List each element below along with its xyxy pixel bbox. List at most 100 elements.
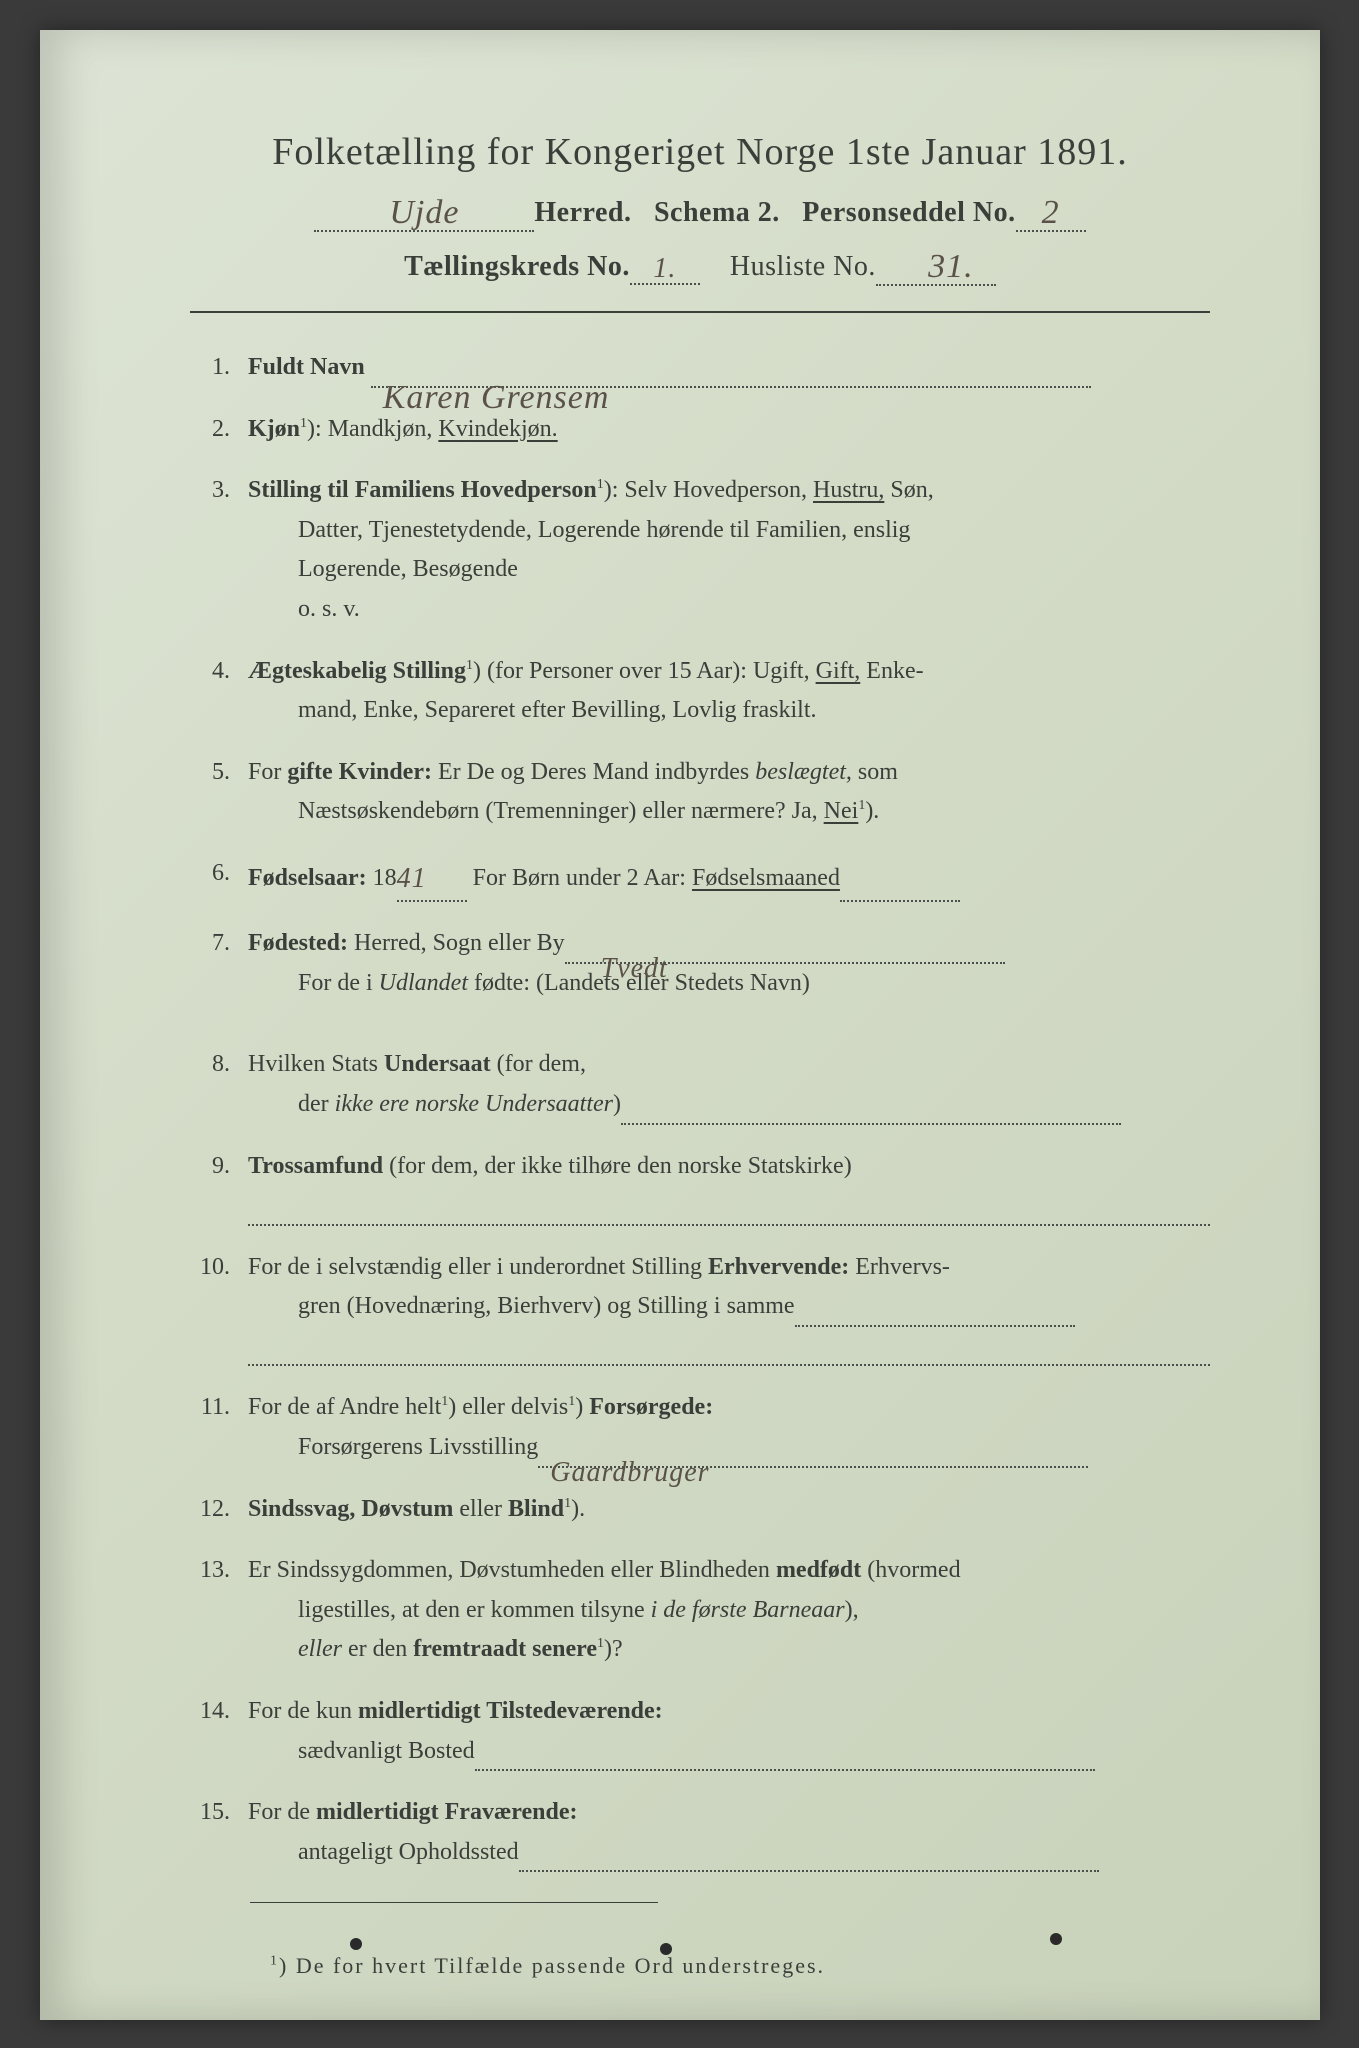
- italic-text: ikke ere norske Undersaatter: [335, 1091, 613, 1117]
- line-text: Forsørgerens Livsstilling: [298, 1434, 538, 1460]
- line-text: antageligt Opholdssted: [298, 1839, 519, 1865]
- italic-text: eller: [298, 1636, 342, 1662]
- item-number: 12.: [190, 1490, 248, 1530]
- option-selected: Kvindekjøn.: [438, 416, 557, 442]
- husliste-field: 31.: [876, 246, 996, 286]
- blank-line: [248, 1206, 1210, 1226]
- item-body: For de midlertidigt Fraværende: antageli…: [248, 1793, 1210, 1872]
- italic-text: beslægtet,: [755, 759, 852, 785]
- pre-text: For de: [248, 1799, 316, 1825]
- continuation-line: der ikke ere norske Undersaatter): [248, 1085, 1210, 1125]
- name-handwritten: Karen Grensem: [383, 379, 610, 416]
- label-sindssvag: Sindssvag, Døvstum: [248, 1496, 453, 1522]
- blank-field: [621, 1105, 1121, 1125]
- item-7: 7. Fødested: Herred, Sogn eller By Tvedt…: [190, 924, 1210, 1003]
- sup: 1: [466, 658, 473, 673]
- post-text: ): [575, 1394, 589, 1420]
- item-body: Fuldt Navn Karen Grensem: [248, 348, 1210, 388]
- blank-field: [519, 1852, 1099, 1872]
- option-text: Selv Hovedperson,: [624, 477, 813, 503]
- label-aegteskab: Ægteskabelig Stilling: [248, 658, 466, 684]
- option-text: Mandkjøn,: [328, 416, 439, 442]
- post-text: )?: [604, 1636, 623, 1662]
- aside-text: (for Personer over 15 Aar): Ugift,: [481, 658, 816, 684]
- label-gifte-kvinder: gifte Kvinder:: [287, 759, 432, 785]
- sup: 1: [597, 1636, 604, 1651]
- option-selected: Gift,: [816, 658, 861, 684]
- personseddel-label: Personseddel No.: [802, 197, 1015, 228]
- label-forsorgede: Forsørgede:: [589, 1394, 713, 1420]
- label-stilling: Stilling til Familiens Hovedperson: [248, 477, 597, 503]
- continuation-line: o. s. v.: [248, 590, 1210, 630]
- item-number: 8.: [190, 1045, 248, 1124]
- pre-text: Er Sindssygdommen, Døvstumheden eller Bl…: [248, 1557, 776, 1583]
- pre-text: For de kun: [248, 1698, 358, 1724]
- herred-handwritten: Ujde: [389, 194, 459, 231]
- pre-text: For de af Andre helt: [248, 1394, 441, 1420]
- blank-field: [475, 1751, 1095, 1771]
- item-number: 2.: [190, 410, 248, 450]
- schema-label: Schema 2.: [654, 197, 780, 228]
- option-selected: Hustru,: [813, 477, 884, 503]
- item-number: 15.: [190, 1793, 248, 1872]
- livsstilling-handwritten: Gaardbruger: [550, 1457, 709, 1488]
- kreds-field: 1.: [630, 251, 700, 285]
- continuation-line: antageligt Opholdssted: [248, 1833, 1210, 1873]
- year-prefix: 18: [367, 865, 397, 891]
- label-trossamfund: Trossamfund: [248, 1153, 383, 1179]
- month-field: [840, 882, 960, 902]
- option-text: Enke-: [860, 658, 923, 684]
- header-row-2: Tællingskreds No. 1. Husliste No. 31.: [190, 246, 1210, 286]
- item-body: Stilling til Familiens Hovedperson1): Se…: [248, 471, 1210, 629]
- item-5: 5. For gifte Kvinder: Er De og Deres Man…: [190, 753, 1210, 832]
- label-erhvervende: Erhvervende:: [708, 1254, 849, 1280]
- rest-text: (for dem,: [491, 1051, 586, 1077]
- item-11: 11. For de af Andre helt1) eller delvis1…: [190, 1388, 1210, 1467]
- item-body: For de i selvstændig eller i underordnet…: [248, 1248, 1210, 1367]
- ink-dot: [1050, 1933, 1062, 1945]
- line-text: ),: [845, 1597, 859, 1623]
- item-number: 10.: [190, 1248, 248, 1367]
- personseddel-no: 2: [1042, 194, 1060, 231]
- rest-text: Er De og Deres Mand indbyrdes: [432, 759, 755, 785]
- underlined-text: Fødselsmaaned: [692, 865, 840, 891]
- form-header: Folketælling for Kongeriget Norge 1ste J…: [190, 130, 1210, 286]
- rest-text: Herred, Sogn eller By: [348, 930, 565, 956]
- continuation-line: gren (Hovednæring, Bierhverv) og Stillin…: [248, 1287, 1210, 1327]
- item-12: 12. Sindssvag, Døvstum eller Blind1).: [190, 1490, 1210, 1530]
- item-number: 4.: [190, 652, 248, 731]
- item-body: Sindssvag, Døvstum eller Blind1).: [248, 1490, 1210, 1530]
- place-handwritten: Tvedt: [601, 953, 668, 984]
- item-number: 6.: [190, 854, 248, 902]
- item-number: 13.: [190, 1551, 248, 1670]
- rest-text: For Børn under 2 Aar:: [467, 865, 692, 891]
- kreds-label: Tællingskreds No.: [404, 251, 630, 282]
- footnote-text: ) De for hvert Tilfælde passende Ord und…: [279, 1953, 825, 1978]
- continuation-line: ligestilles, at den er kommen tilsyne i …: [248, 1591, 1210, 1631]
- item-number: 14.: [190, 1692, 248, 1771]
- continuation-line: sædvanligt Bosted: [248, 1732, 1210, 1772]
- option-selected: Nei: [824, 798, 859, 824]
- item-14: 14. For de kun midlertidigt Tilstedevære…: [190, 1692, 1210, 1771]
- italic-text: i de første Barneaar: [651, 1597, 845, 1623]
- form-title: Folketælling for Kongeriget Norge 1ste J…: [190, 130, 1210, 174]
- husliste-label: Husliste No.: [730, 251, 876, 282]
- blank-field: [795, 1307, 1075, 1327]
- rest-text: eller: [453, 1496, 508, 1522]
- item-9: 9. Trossamfund (for dem, der ikke tilhør…: [190, 1147, 1210, 1226]
- label-fodselsaar: Fødselsaar:: [248, 865, 367, 891]
- continuation-line: Logerende, Besøgende: [248, 550, 1210, 590]
- label-kjon: Kjøn: [248, 416, 300, 442]
- item-number: 3.: [190, 471, 248, 629]
- footnote: 1) De for hvert Tilfælde passende Ord un…: [190, 1953, 1210, 1979]
- line-text: ligestilles, at den er kommen tilsyne: [298, 1597, 651, 1623]
- item-8: 8. Hvilken Stats Undersaat (for dem, der…: [190, 1045, 1210, 1124]
- item-13: 13. Er Sindssygdommen, Døvstumheden elle…: [190, 1551, 1210, 1670]
- bold-text: fremtraadt senere: [413, 1636, 597, 1662]
- kreds-no: 1.: [653, 253, 676, 284]
- continuation-line: Forsørgerens Livsstilling Gaardbruger: [248, 1428, 1210, 1468]
- item-body: For gifte Kvinder: Er De og Deres Mand i…: [248, 753, 1210, 832]
- item-3: 3. Stilling til Familiens Hovedperson1):…: [190, 471, 1210, 629]
- item-number: 7.: [190, 924, 248, 1003]
- line-text: er den: [342, 1636, 413, 1662]
